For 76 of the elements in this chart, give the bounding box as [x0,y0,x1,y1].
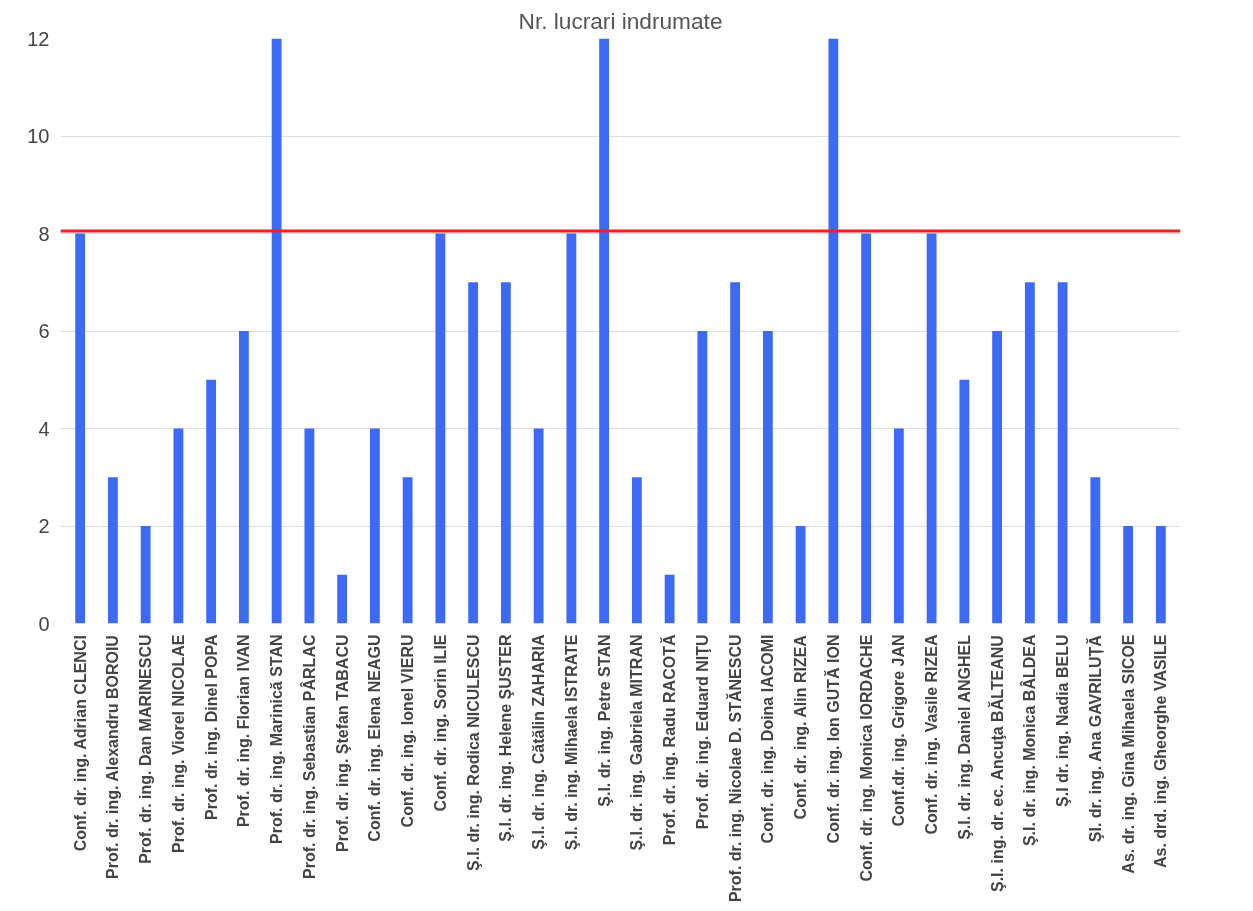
x-tick-label: Prof. dr. ing. Radu RACOTĂ [660,634,679,846]
bar [697,331,708,624]
x-tick-label: Ş.I dr. ing. Nadia BELU [1054,634,1072,807]
x-tick-label: Ş.I. dr. ing. Rodica NICULESCU [464,634,482,871]
bar [402,477,413,624]
x-tick-label: Conf. dr. ing. Monica IORDACHE [857,634,875,882]
bar [337,574,348,624]
bar [959,379,970,624]
x-tick-label: ŞI. dr. ing. Ana GAVRILUȚĂ [1085,634,1104,843]
x-tick-label: Prof. dr. ing. Alexandru BOROIU [104,635,122,879]
y-tick-label: 6 [38,320,50,342]
y-tick-label: 0 [38,612,50,635]
x-tick-label: Conf. dr. ing. Ion GUTĂ ION [823,634,842,844]
bar [173,428,184,624]
bar [435,233,446,624]
bar [75,233,86,624]
x-tick-label: Prof. dr. ing. Viorel NICOLAE [169,634,187,853]
bar [238,331,249,624]
x-tick-label: Ş.I. dr. ing. Gabriela MITRAN [628,634,646,851]
x-tick-label: Prof. dr. ing. Nicolae D. STĂNESCU [725,634,744,903]
y-tick-label: 10 [27,125,50,147]
chart-title: Nr. lucrari indrumate [518,7,723,34]
bar [992,331,1003,624]
y-tick-label: 8 [38,222,50,245]
bar [631,477,642,624]
bar [893,428,904,624]
bar [107,477,118,624]
x-tick-label: As. drd. ing. Gheorghe VASILE [1152,634,1170,868]
x-tick-label: Prof. dr. ing. Marinică STAN [268,634,286,845]
bar [140,526,151,624]
bar [533,428,544,624]
x-tick-label: Conf. dr. ing. Adrian CLENCI [71,635,89,852]
x-tick-label: Prof. dr. ing. Sebastian PÂRLAC [299,634,318,879]
x-tick-label: Ş.I. dr. ing. Daniel ANGHEL [955,634,973,840]
bar [369,428,380,624]
x-tick-label: Ş.I. ing. dr. ec. Ancuţa BĂLTEANU [987,635,1006,893]
bar [1123,526,1134,624]
x-tick-label: Prof. dr. ing. Eduard NIŢU [693,634,711,830]
bar [1057,282,1068,624]
bar [468,282,479,624]
x-tick-label: Ş.I. dr. ing. Petre STAN [595,634,613,807]
x-tick-label: As. dr. ing. Gina Mihaela SICOE [1119,634,1137,874]
bar [1090,477,1101,624]
x-tick-label: Prof. dr. ing. Dinel POPA [202,634,220,820]
bar [1024,282,1035,624]
bar [271,38,282,624]
bar [500,282,511,624]
bar [795,526,806,624]
bar [926,233,937,624]
x-tick-label: Prof. dr. ing. Ştefan TABACU [333,634,351,852]
x-tick-label: Conf. dr. ing. Elena NEAGU [366,634,384,842]
bar [304,428,315,624]
x-tick-label: Conf. dr. ing. Sorin ILIE [431,634,449,812]
x-tick-label: Ş.I. dr. ing. Helene ŞUSTER [497,634,515,842]
bar [206,379,217,624]
x-tick-label: Prof. dr. ing. Dan MARINESCU [137,634,155,864]
y-tick-label: 2 [38,515,50,537]
x-tick-label: Ş.I. dr. ing. Monica BÂLDEA [1020,634,1039,847]
bar [599,38,610,624]
x-tick-label: Conf. dr. ing. Alin RIZEA [792,634,810,820]
x-tick-label: Conf. dr. ing. Vasile RIZEA [923,634,941,835]
x-tick-label: Ş.I. dr. ing. Mihaela ISTRATE [562,634,580,851]
x-tick-label: Ş.I. dr. ing. Cătălin ZAHARIA [530,634,548,850]
x-tick-label: Conf. dr. ing. Ionel VIERU [399,634,417,828]
x-tick-label: Conf. dr. ing. Doina IACOMI [759,634,777,844]
bar [762,331,773,624]
bar [1155,526,1166,624]
bar [861,233,872,624]
x-tick-label: Conf.dr. ing. Grigore JAN [890,634,908,827]
x-tick-label: Prof. dr. ing. Florian IVAN [235,634,253,828]
bar [730,282,741,624]
bar [566,233,577,624]
bar [664,574,675,624]
bar [828,38,839,624]
y-tick-label: 4 [38,417,50,440]
y-tick-label: 12 [27,27,50,50]
